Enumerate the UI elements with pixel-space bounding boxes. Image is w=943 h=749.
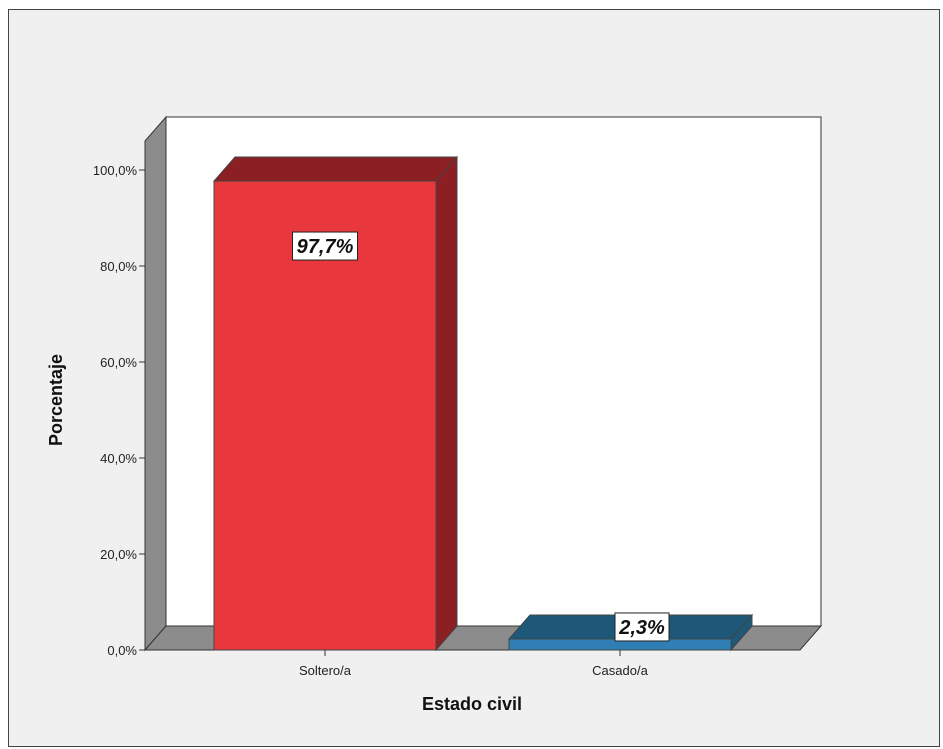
data-label: 2,3% [618, 617, 665, 639]
bar-side [435, 155, 458, 652]
bar-casadoa: 2,3% [507, 612, 754, 652]
y-tick-label: 0,0% [107, 643, 137, 658]
y-tick-label: 20,0% [100, 547, 137, 562]
y-tick-label: 40,0% [100, 451, 137, 466]
y-axis-title: Porcentaje [46, 354, 66, 446]
x-tick-label: Soltero/a [299, 663, 352, 678]
data-label: 97,7% [297, 236, 354, 258]
x-tick-label: Casado/a [592, 663, 648, 678]
data-label-box [614, 612, 670, 642]
y-tick-label: 100,0% [93, 163, 138, 178]
y-tick-label: 60,0% [100, 355, 137, 370]
bar-top [212, 156, 459, 182]
left-wall [144, 115, 167, 652]
x-axis: Soltero/a Casado/a [299, 650, 649, 678]
bars: 97,7% 2,3% [212, 155, 754, 652]
y-tick-label: 80,0% [100, 259, 137, 274]
data-label-box [292, 231, 358, 261]
bar-solteroa: 97,7% [212, 155, 459, 652]
y-axis: 0,0% 20,0% 40,0% 60,0% 80,0% 100,0% [93, 163, 146, 658]
x-axis-title: Estado civil [422, 694, 522, 714]
